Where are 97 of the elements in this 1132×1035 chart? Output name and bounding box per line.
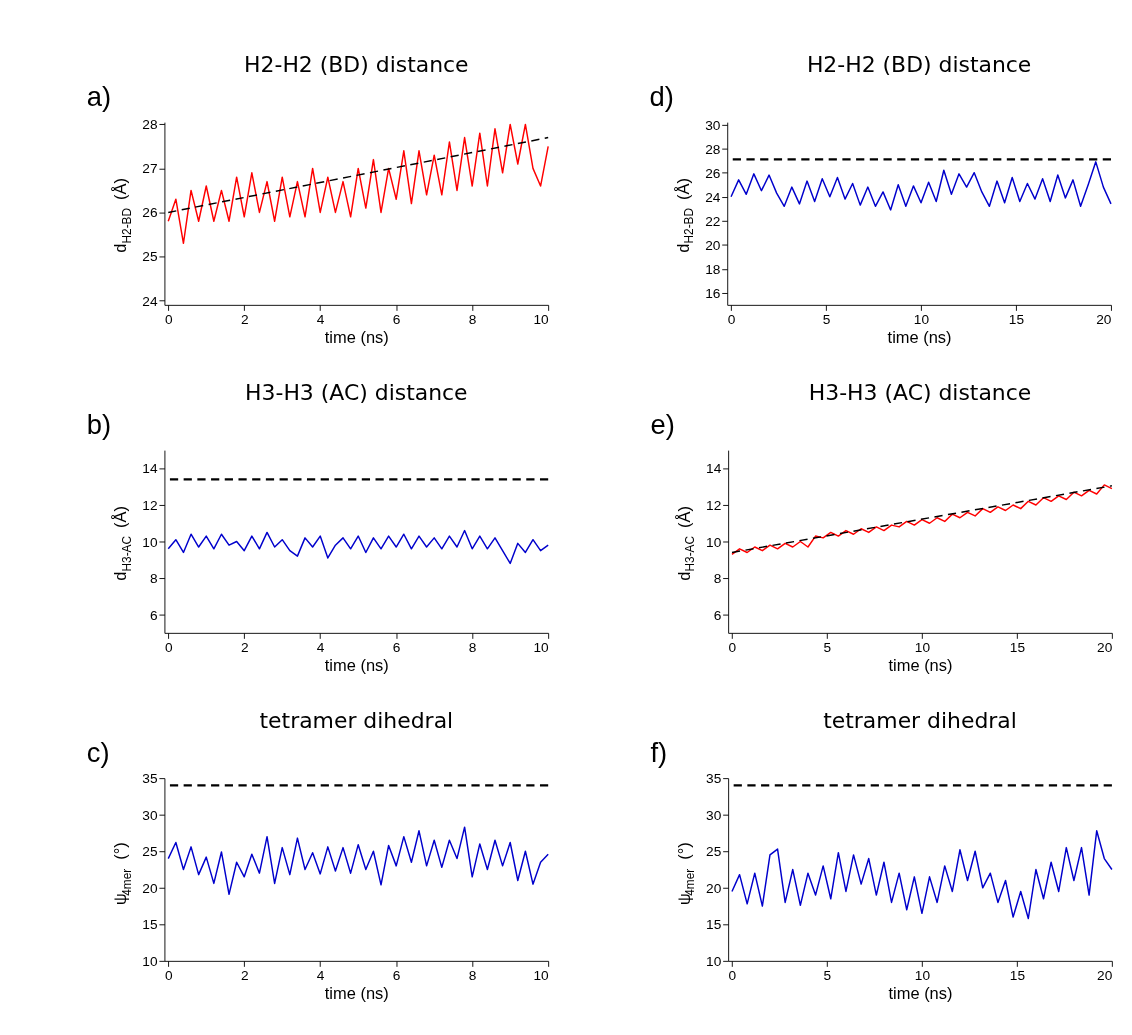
y-tick-label: 16 xyxy=(705,285,721,301)
chart-title: H2-H2 (BD) distance xyxy=(806,51,1032,77)
x-tick-label: 15 xyxy=(1009,967,1026,983)
y-axis-title: dH3-AC (Å) xyxy=(111,506,134,581)
y-tick-label: 30 xyxy=(705,117,721,133)
x-axis-title: time (ns) xyxy=(324,327,389,346)
y-tick-label: 25 xyxy=(142,844,158,860)
y-axis-title: ψ4mer (°) xyxy=(111,842,134,905)
y-tick-label: 25 xyxy=(142,249,158,265)
x-tick-label: 8 xyxy=(468,639,477,655)
x-axis-title: time (ns) xyxy=(324,655,389,674)
y-tick-label: 26 xyxy=(142,205,158,221)
x-tick-label: 15 xyxy=(1008,311,1025,327)
x-tick-label: 8 xyxy=(468,967,477,983)
text: a) xyxy=(86,80,112,112)
y-tick-label: 10 xyxy=(706,953,722,969)
y-tick-label: 14 xyxy=(706,461,722,477)
x-tick-label: 10 xyxy=(914,639,931,655)
y-tick-label: 18 xyxy=(705,261,721,277)
line-series xyxy=(730,161,1112,211)
x-tick-label: 10 xyxy=(533,311,550,327)
x-tick-label: 15 xyxy=(1009,639,1026,655)
y-tick-label: 12 xyxy=(142,498,158,514)
y-tick-label: 20 xyxy=(706,880,722,896)
chart-title: tetramer dihedral xyxy=(259,707,454,733)
y-tick-label: 24 xyxy=(142,293,158,309)
chart-title: H2-H2 (BD) distance xyxy=(244,51,469,77)
x-tick-label: 5 xyxy=(823,967,832,983)
y-tick-label: 8 xyxy=(713,571,722,587)
y-tick-label: 6 xyxy=(713,607,722,623)
text: f) xyxy=(650,736,668,768)
y-tick-label: 8 xyxy=(149,571,158,587)
y-tick-label: 30 xyxy=(142,807,158,823)
y-tick-label: 28 xyxy=(142,117,158,133)
y-tick-label: 27 xyxy=(142,161,158,177)
x-tick-label: 10 xyxy=(914,967,931,983)
x-tick-label: 20 xyxy=(1096,311,1112,327)
line-series xyxy=(731,830,1113,920)
x-axis-title: time (ns) xyxy=(887,327,952,346)
y-tick-label: 35 xyxy=(142,771,158,787)
y-tick-label: 35 xyxy=(706,771,722,787)
y-axis-title: dH2-BD (Å) xyxy=(111,178,134,253)
y-tick-label: 30 xyxy=(706,807,722,823)
x-tick-label: 6 xyxy=(392,639,401,655)
x-tick-label: 20 xyxy=(1097,967,1113,983)
x-tick-label: 2 xyxy=(240,639,249,655)
y-tick-label: 15 xyxy=(706,917,722,933)
chart-title: H3-H3 (AC) distance xyxy=(245,379,468,405)
y-axis-title: ψ4mer (°) xyxy=(674,842,698,905)
y-tick-label: 10 xyxy=(706,534,722,550)
y-tick-label: 24 xyxy=(705,189,721,205)
y-axis-title: dH2-BD (Å) xyxy=(673,178,697,253)
x-tick-label: 10 xyxy=(533,967,550,983)
y-axis-title: dH3-AC (Å) xyxy=(674,506,698,581)
y-tick-label: 20 xyxy=(705,237,721,253)
x-tick-label: 0 xyxy=(728,967,737,983)
x-tick-label: 0 xyxy=(164,967,173,983)
chart-title: tetramer dihedral xyxy=(823,707,1017,733)
x-tick-label: 20 xyxy=(1097,639,1113,655)
x-tick-label: 0 xyxy=(728,639,737,655)
y-tick-label: 6 xyxy=(149,607,158,623)
y-tick-label: 12 xyxy=(706,498,722,514)
y-tick-label: 28 xyxy=(705,141,721,157)
text: c) xyxy=(86,736,110,768)
line-series xyxy=(167,123,549,244)
line-series xyxy=(167,529,549,565)
y-tick-label: 10 xyxy=(142,953,158,969)
line-series xyxy=(167,826,549,896)
x-tick-label: 0 xyxy=(727,311,736,327)
x-tick-label: 6 xyxy=(392,967,401,983)
x-axis-title: time (ns) xyxy=(888,983,953,1002)
y-tick-label: 26 xyxy=(705,165,721,181)
x-tick-label: 4 xyxy=(316,311,325,327)
x-tick-label: 0 xyxy=(164,639,173,655)
chart-title: H3-H3 (AC) distance xyxy=(808,379,1032,405)
x-tick-label: 10 xyxy=(913,311,930,327)
y-tick-label: 14 xyxy=(142,461,158,477)
text: d) xyxy=(649,80,674,112)
y-tick-label: 22 xyxy=(705,213,721,229)
text: e) xyxy=(650,408,675,440)
y-tick-label: 25 xyxy=(706,844,722,860)
x-tick-label: 10 xyxy=(533,639,550,655)
x-tick-label: 4 xyxy=(316,967,325,983)
text: b) xyxy=(86,408,112,440)
x-axis-title: time (ns) xyxy=(324,983,389,1002)
x-tick-label: 0 xyxy=(164,311,173,327)
x-tick-label: 2 xyxy=(240,967,249,983)
x-tick-label: 5 xyxy=(822,311,831,327)
y-tick-label: 20 xyxy=(142,880,158,896)
y-tick-label: 15 xyxy=(142,917,158,933)
x-tick-label: 5 xyxy=(823,639,832,655)
x-tick-label: 6 xyxy=(392,311,401,327)
y-tick-label: 10 xyxy=(142,534,158,550)
x-axis-title: time (ns) xyxy=(888,655,953,674)
x-tick-label: 8 xyxy=(468,311,477,327)
x-tick-label: 4 xyxy=(316,639,325,655)
x-tick-label: 2 xyxy=(240,311,249,327)
